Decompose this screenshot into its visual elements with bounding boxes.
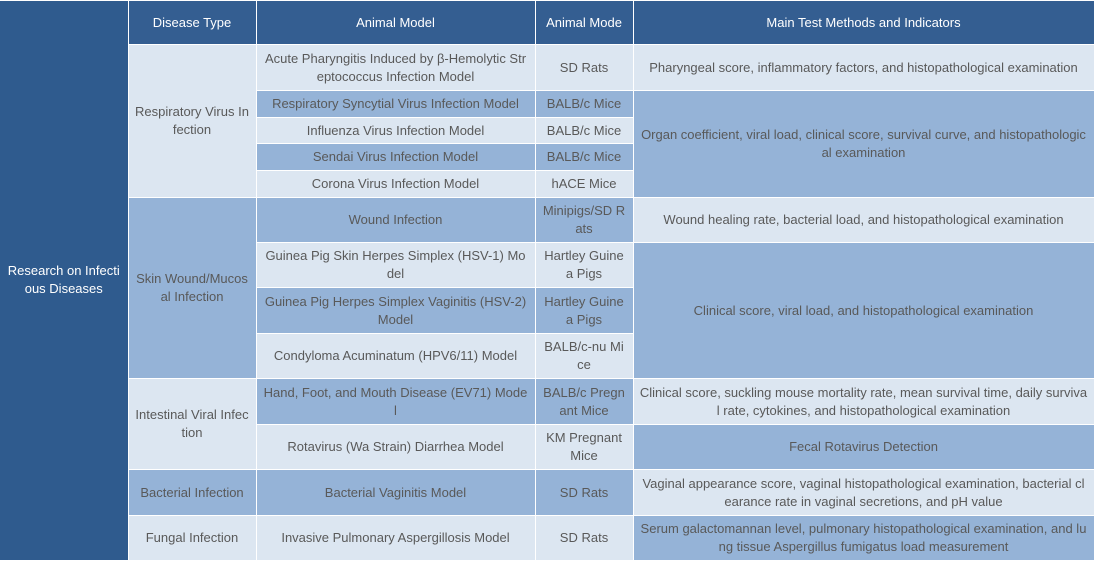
table-cell: BALB/c Mice <box>534 143 634 171</box>
table-cell: Invasive Pulmonary Aspergillosis Model <box>255 515 536 561</box>
table-cell: Respiratory Virus Infection <box>127 44 257 198</box>
table-row: Bacterial Infection Bacterial Vaginitis M… <box>0 469 1095 516</box>
table-cell: Sendai Virus Infection Model <box>255 143 536 171</box>
table-row: Intestinal Viral Infection Hand, Foot, an… <box>0 378 1095 470</box>
table-cell: Fecal Rotavirus Detection <box>632 424 1095 470</box>
table-row: Guinea Pig Skin Herpes Simplex (HSV-1) M… <box>0 242 1095 379</box>
table-row: Skin Wound/Mucosal Infection Wound Infect… <box>0 197 1095 379</box>
table-cell: Bacterial Vaginitis Model <box>255 469 536 516</box>
table-cell: Influenza Virus Infection Model <box>255 117 536 144</box>
table-row: Corona Virus Infection Model hACE Mice <box>0 170 1094 198</box>
table-cell: Vaginal appearance score, vaginal histop… <box>632 469 1095 516</box>
table-row: Fungal Infection Invasive Pulmonary Asper… <box>0 515 1095 561</box>
table-cell: BALB/c Mice <box>534 117 634 144</box>
table-cell: Skin Wound/Mucosal Infection <box>127 197 257 379</box>
table-cell: SD Rats <box>534 515 634 561</box>
table-cell: hACE Mice <box>534 170 634 198</box>
table-cell: Wound healing rate, bacterial load, and … <box>632 197 1095 243</box>
infectious-disease-models-table: Research on Infectious Diseases Disease … <box>0 0 1095 561</box>
table-cell: SD Rats <box>534 44 634 91</box>
table-row: Respiratory Syncytial Virus Infection Mo… <box>0 90 1095 198</box>
table-cell: KM Pregnant Mice <box>534 424 634 470</box>
table-cell: SD Rats <box>534 469 634 516</box>
table-cell: BALB/c-nu Mice <box>534 333 634 379</box>
table-cell: Fungal Infection <box>127 515 257 561</box>
table-cell: Organ coefficient, viral load, clinical … <box>632 90 1095 198</box>
table-cell: Clinical score, viral load, and histopat… <box>632 242 1095 379</box>
table-cell: Hartley Guinea Pigs <box>534 242 634 288</box>
table-cell: Condyloma Acuminatum (HPV6/11) Model <box>255 333 536 379</box>
table-cell: Corona Virus Infection Model <box>255 170 536 198</box>
table-cell: Serum galactomannan level, pulmonary his… <box>632 515 1095 561</box>
header-animal-model: Animal Model <box>255 0 536 45</box>
table-cell: Minipigs/SD Rats <box>534 197 634 243</box>
table-cell: Bacterial Infection <box>127 469 257 516</box>
table-cell: BALB/c Pregnant Mice <box>534 378 634 425</box>
table-cell: Respiratory Syncytial Virus Infection Mo… <box>255 90 536 118</box>
table-cell: Hartley Guinea Pigs <box>534 287 634 334</box>
table-cell: BALB/c Mice <box>534 90 634 118</box>
table-cell: Guinea Pig Herpes Simplex Vaginitis (HSV… <box>255 287 536 334</box>
header-disease-type: Disease Type <box>127 0 257 45</box>
category-label: Research on Infectious Diseases <box>0 0 129 561</box>
table-cell: Guinea Pig Skin Herpes Simplex (HSV-1) M… <box>255 242 536 288</box>
table-cell: Intestinal Viral Infection <box>127 378 257 470</box>
table-cell: Pharyngeal score, inflammatory factors, … <box>632 44 1095 91</box>
table-cell: Rotavirus (Wa Strain) Diarrhea Model <box>255 424 536 470</box>
table-row: Influenza Virus Infection Model BALB/c Mi… <box>0 117 1094 144</box>
header-animal-mode: Animal Mode <box>534 0 634 45</box>
table-cell: Clinical score, suckling mouse mortality… <box>632 378 1095 425</box>
table-cell: Acute Pharyngitis Induced by β-Hemolytic… <box>255 44 536 91</box>
header-test-methods: Main Test Methods and Indicators <box>632 0 1095 45</box>
header-row: Research on Infectious Diseases Disease … <box>0 0 1095 561</box>
table-cell: Hand, Foot, and Mouth Disease (EV71) Mod… <box>255 378 536 425</box>
table-row: Guinea Pig Herpes Simplex Vaginitis (HSV… <box>0 287 1094 334</box>
table-row: Condyloma Acuminatum (HPV6/11) Model BALB… <box>0 333 1094 379</box>
table-cell: Wound Infection <box>255 197 536 243</box>
table-row: Respiratory Virus Infection Acute Pharyng… <box>0 44 1095 198</box>
